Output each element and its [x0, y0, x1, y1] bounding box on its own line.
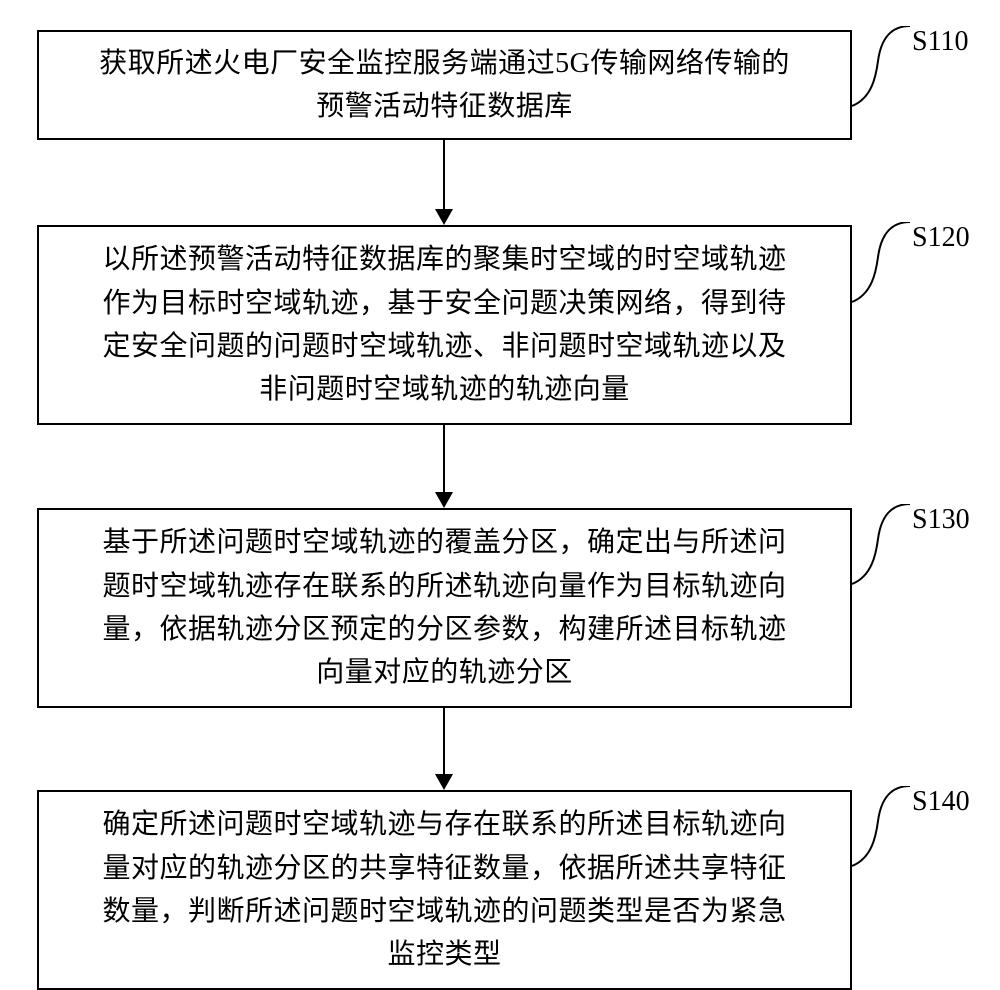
- flow-step-label-s130: S130: [912, 504, 970, 536]
- brace-s110: [852, 26, 912, 108]
- flow-step-label-s120: S120: [912, 222, 970, 254]
- flow-step-label-s140: S140: [912, 786, 970, 818]
- brace-s120: [852, 222, 912, 304]
- flow-step-text: 获取所述火电厂安全监控服务端通过5G传输网络传输的 预警活动特征数据库: [99, 42, 790, 129]
- flow-step-s140: 确定所述问题时空域轨迹与存在联系的所述目标轨迹向 量对应的轨迹分区的共享特征数量…: [37, 790, 852, 990]
- flow-step-label-s110: S110: [912, 26, 969, 58]
- flow-step-text: 确定所述问题时空域轨迹与存在联系的所述目标轨迹向 量对应的轨迹分区的共享特征数量…: [102, 803, 786, 977]
- flow-step-s130: 基于所述问题时空域轨迹的覆盖分区，确定出与所述问 题时空域轨迹存在联系的所述轨迹…: [37, 508, 852, 708]
- arrow-s130-s140: [424, 708, 464, 790]
- arrow-s120-s130: [424, 425, 464, 508]
- brace-s130: [852, 504, 912, 586]
- arrow-s110-s120: [424, 140, 464, 225]
- flow-step-text: 以所述预警活动特征数据库的聚集时空域的时空域轨迹 作为目标时空域轨迹，基于安全问…: [102, 238, 786, 412]
- flow-step-text: 基于所述问题时空域轨迹的覆盖分区，确定出与所述问 题时空域轨迹存在联系的所述轨迹…: [102, 521, 786, 695]
- flow-step-s110: 获取所述火电厂安全监控服务端通过5G传输网络传输的 预警活动特征数据库: [37, 30, 852, 140]
- flow-step-s120: 以所述预警活动特征数据库的聚集时空域的时空域轨迹 作为目标时空域轨迹，基于安全问…: [37, 225, 852, 425]
- brace-s140: [852, 786, 912, 868]
